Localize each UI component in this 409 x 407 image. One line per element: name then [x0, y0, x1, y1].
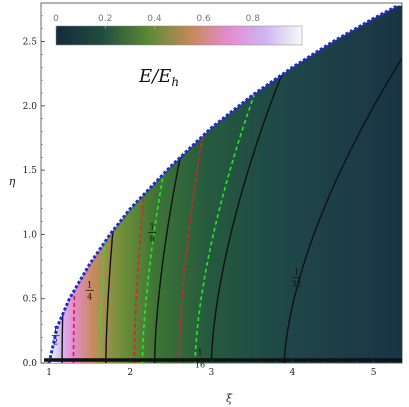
red-dashed-contour-1	[72, 289, 76, 363]
colorbar-tick-label-0.6: 0.6	[196, 14, 211, 24]
contour-label-2-denominator: 4	[87, 292, 92, 301]
y-tick-label-0.0: 0.0	[23, 359, 38, 369]
x-tick-label-1: 1	[46, 368, 52, 378]
x-tick-label-2: 2	[127, 368, 133, 378]
contour-label-3-numerator: 1	[150, 222, 155, 231]
solid-contour-1	[61, 313, 64, 363]
x-axis-label: ξ	[226, 392, 233, 405]
colorbar-tick-label-0.2: 0.2	[98, 14, 112, 24]
x-tick-label-4: 4	[290, 368, 296, 378]
solid-contour-4	[210, 74, 283, 363]
colorbar-tick-label-0.8: 0.8	[246, 14, 261, 24]
contour-label-5-denominator: 32	[291, 279, 301, 288]
contour-label-1-numerator: 1	[53, 325, 58, 334]
contour-label-4-numerator: 1	[197, 348, 202, 357]
colorbar-label-main: E/E	[138, 66, 171, 87]
x-tick-label-5: 5	[371, 368, 377, 378]
green-dashed-contour-3	[194, 93, 256, 363]
y-axis-label: η	[9, 175, 16, 188]
x-tick-label-3: 3	[208, 368, 214, 378]
y-tick-label-1.0: 1.0	[23, 230, 38, 240]
contour-label-3-denominator: 8	[150, 234, 155, 243]
y-tick-label-1.5: 1.5	[23, 166, 38, 176]
colorbar-bar	[55, 25, 303, 46]
contour-labels: 1 2 1 4 1 8 1 16 1 32	[51, 222, 302, 369]
contour-label-4-denominator: 16	[195, 360, 205, 369]
boundary-curve	[47, 4, 399, 364]
green-dashed-contour-2	[141, 173, 165, 363]
red-dashed-contours	[72, 135, 205, 363]
red-dashed-contour-3	[178, 135, 205, 363]
green-dashed-contours	[98, 93, 256, 363]
red-dashed-contour-2	[133, 193, 146, 363]
y-tick-label-0.5: 0.5	[23, 295, 38, 305]
y-tick-label-2.5: 2.5	[23, 38, 38, 48]
contour-label-1-denominator: 2	[53, 337, 58, 346]
contour-label-2-numerator: 1	[87, 280, 92, 289]
colorbar-tick-label-0: 0	[53, 14, 59, 24]
colorbar-label-sub: h	[171, 75, 179, 89]
colorbar-ticks: 0 0.2 0.4 0.6 0.8	[53, 14, 260, 29]
colorbar: 0 0.2 0.4 0.6 0.8	[53, 14, 303, 46]
solid-contour-2	[105, 230, 114, 363]
solid-contours	[61, 5, 402, 363]
contour-label-5-numerator: 1	[294, 267, 299, 276]
heat-region	[49, 5, 402, 363]
y-tick-label-2.0: 2.0	[23, 102, 38, 112]
solid-contour-5	[283, 5, 402, 363]
x-axis: 1 2 3 4 5	[46, 359, 391, 378]
solid-contour-3	[153, 155, 183, 363]
colorbar-label: E/Eh	[138, 66, 179, 89]
y-axis: 0.0 0.5 1.0 1.5 2.0 2.5	[23, 15, 45, 369]
colorbar-tick-label-0.4: 0.4	[147, 14, 162, 24]
